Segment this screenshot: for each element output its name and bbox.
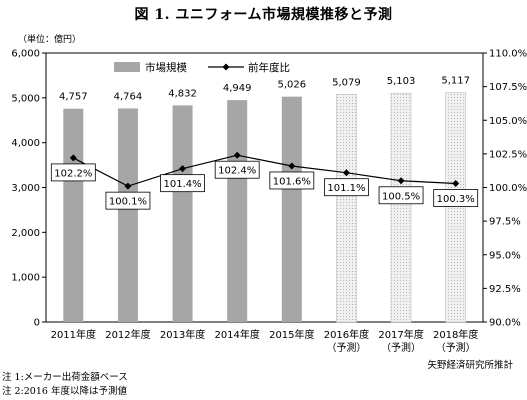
ratio-point (179, 165, 187, 173)
note-2: 注 2:2016 年度以降は予測値 (2, 386, 127, 397)
y-left-tick-label: 4,000 (11, 138, 40, 149)
chart-title: 図 1. ユニフォーム市場規模推移と予測 (134, 7, 393, 23)
ratio-label: 101.4% (163, 179, 201, 190)
bar-value-label: 5,079 (332, 77, 361, 88)
legend-bar-swatch (114, 62, 140, 72)
y-right-tick-label: 102.5% (489, 149, 527, 160)
y-left-tick-label: 6,000 (11, 49, 40, 60)
ratio-label: 100.5% (382, 191, 420, 202)
ratio-label-box (160, 174, 205, 193)
y-right-tick-label: 105.0% (489, 116, 527, 127)
bars (63, 92, 466, 323)
y-axis-left: 0 1,000 2,000 3,000 4,000 5,000 6,000 (11, 49, 46, 329)
ratio-label-box (269, 171, 315, 190)
ratio-label: 101.6% (273, 176, 311, 187)
ratio-label-box (433, 189, 479, 207)
x-tick-label: 2013年度 (160, 328, 205, 341)
y-right-tick-label: 110.0% (489, 49, 527, 60)
x-tick-label: 2016年度 (324, 328, 369, 341)
ratio-label: 101.1% (327, 183, 365, 194)
note-1: 注 1:メーカー出荷金額ベース (2, 372, 128, 383)
x-tick-sublabel: （予測） (381, 341, 421, 354)
y-right-tick-label: 92.5% (489, 284, 521, 295)
ratio-label: 100.3% (437, 194, 475, 205)
y-left-tick-label: 5,000 (11, 93, 40, 104)
ratio-point (233, 151, 241, 159)
x-tick-label: 2014年度 (214, 328, 259, 341)
ratio-point (124, 182, 132, 190)
bar-forecast (336, 93, 357, 323)
legend: 市場規模 前年度比 (114, 61, 290, 74)
y-right-tick-label: 107.5% (489, 82, 527, 93)
ratio-line (69, 151, 460, 190)
bar-forecast (445, 92, 466, 323)
x-tick-label: 2012年度 (105, 328, 150, 341)
bar-value-label: 4,757 (59, 92, 88, 103)
x-axis-labels: 2011年度 2012年度 2013年度 2014年度 2015年度 2016年度（予測）… (51, 328, 479, 354)
ratio-label-box (50, 163, 96, 182)
y-right-tick-label: 95.0% (489, 250, 521, 261)
ratio-polyline (73, 154, 456, 187)
unit-label: （単位：億円） (18, 35, 82, 45)
x-tick-sublabel: （予測） (326, 341, 366, 354)
y-right-tick-label: 97.5% (489, 217, 521, 228)
x-tick-label: 2011年度 (51, 328, 96, 341)
bar (117, 108, 138, 322)
ratio-point (452, 179, 460, 187)
bar (172, 105, 193, 323)
ratio-point (397, 177, 405, 185)
bar (281, 96, 302, 322)
ratio-point (288, 162, 296, 170)
ratio-label: 102.4% (218, 166, 256, 177)
y-right-tick-label: 90.0% (489, 318, 521, 329)
source-note: 矢野経済研究所推計 (427, 360, 513, 371)
y-left-tick-label: 3,000 (11, 183, 40, 194)
legend-bar-label: 市場規模 (145, 61, 187, 74)
ratio-label-box (378, 186, 424, 205)
x-tick-label: 2015年度 (269, 328, 314, 341)
ratio-label-box (324, 178, 369, 197)
y-left-tick-label: 0 (34, 318, 40, 329)
ratio-label-box (105, 191, 151, 210)
ratio-label: 102.2% (54, 168, 92, 179)
bar-value-label: 4,832 (168, 88, 197, 99)
y-left-tick-label: 2,000 (11, 228, 40, 239)
y-axis-right: 90.0% 92.5% 95.0% 97.5% 100.0% 102.5% 105.0% 10… (483, 49, 527, 329)
ratio-label-box (214, 160, 260, 179)
ratio-point (69, 154, 77, 162)
ratio-point (342, 169, 350, 177)
bar (63, 108, 84, 322)
bar-forecast (390, 92, 412, 323)
bar-value-label: 5,026 (277, 80, 306, 91)
ratio-labels: 102.2% 100.1% 101.4% 102.4% 101.6% 101.1% 100.… (50, 160, 479, 210)
bar-value-label: 4,764 (114, 91, 143, 102)
legend-diamond-icon (222, 63, 230, 71)
x-tick-label: 2018年度 (433, 328, 478, 341)
y-right-tick-label: 100.0% (489, 183, 527, 194)
bar-value-label: 4,949 (223, 83, 252, 94)
bar-value-labels: 4,757 4,764 4,832 4,949 5,026 5,079 5,103 5,117 (59, 76, 470, 103)
bar-value-label: 5,103 (387, 76, 416, 87)
y-left-tick-label: 1,000 (11, 273, 40, 284)
bar (227, 100, 248, 322)
ratio-label: 100.1% (109, 197, 147, 208)
x-tick-label: 2017年度 (378, 328, 423, 341)
bar-value-label: 5,117 (441, 76, 470, 87)
x-tick-sublabel: （予測） (436, 341, 476, 354)
legend-line-label: 前年度比 (248, 61, 290, 74)
